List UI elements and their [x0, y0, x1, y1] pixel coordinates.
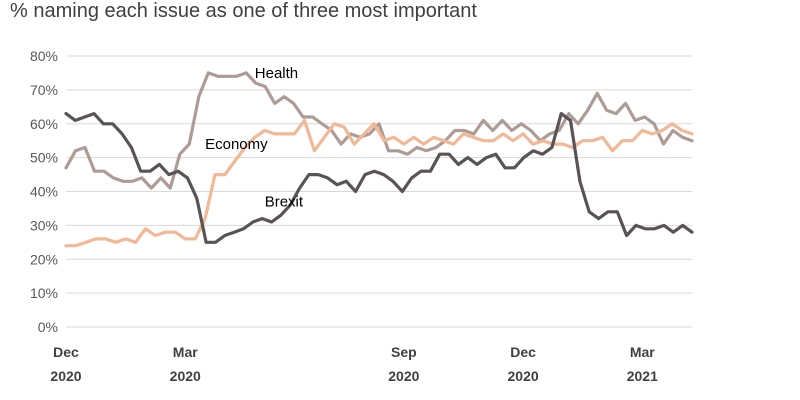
y-tick-label: 10% [30, 285, 58, 301]
y-tick-label: 40% [30, 184, 58, 200]
y-tick-label: 60% [30, 116, 58, 132]
series-line-economy [64, 118, 694, 248]
x-tick-year: 2021 [627, 368, 658, 384]
y-tick-label: 0% [38, 319, 58, 335]
x-tick-year: 2020 [388, 368, 419, 384]
x-tick-month: Sep [391, 344, 417, 360]
x-tick-month: Mar [173, 344, 198, 360]
series-labels: Health Economy Brexit [205, 65, 304, 211]
y-tick-label: 50% [30, 150, 58, 166]
y-tick-label: 20% [30, 251, 58, 267]
series-lines [64, 71, 694, 248]
x-tick-month: Mar [630, 344, 655, 360]
series-label-health: Health [255, 65, 298, 82]
series-label-economy: Economy [205, 136, 268, 153]
series-line-brexit [64, 111, 694, 244]
y-tick-label: 30% [30, 217, 58, 233]
x-tick-year: 2020 [50, 368, 81, 384]
x-tick-month: Dec [510, 344, 536, 360]
x-axis: Dec 2020 Mar 2020 Sep 2020 Dec 2020 Mar 2021 [50, 344, 658, 384]
y-tick-label: 70% [30, 82, 58, 98]
series-label-brexit: Brexit [265, 194, 304, 211]
x-tick-year: 2020 [508, 368, 539, 384]
series-line-health [64, 71, 694, 190]
chart-title: % naming each issue as one of three most… [10, 0, 477, 22]
x-tick-month: Dec [53, 344, 79, 360]
y-tick-label: 80% [30, 48, 58, 64]
gridlines [66, 55, 692, 328]
y-axis: 0% 10% 20% 30% 40% 50% 60% 70% 80% [30, 48, 58, 335]
x-tick-year: 2020 [170, 368, 201, 384]
